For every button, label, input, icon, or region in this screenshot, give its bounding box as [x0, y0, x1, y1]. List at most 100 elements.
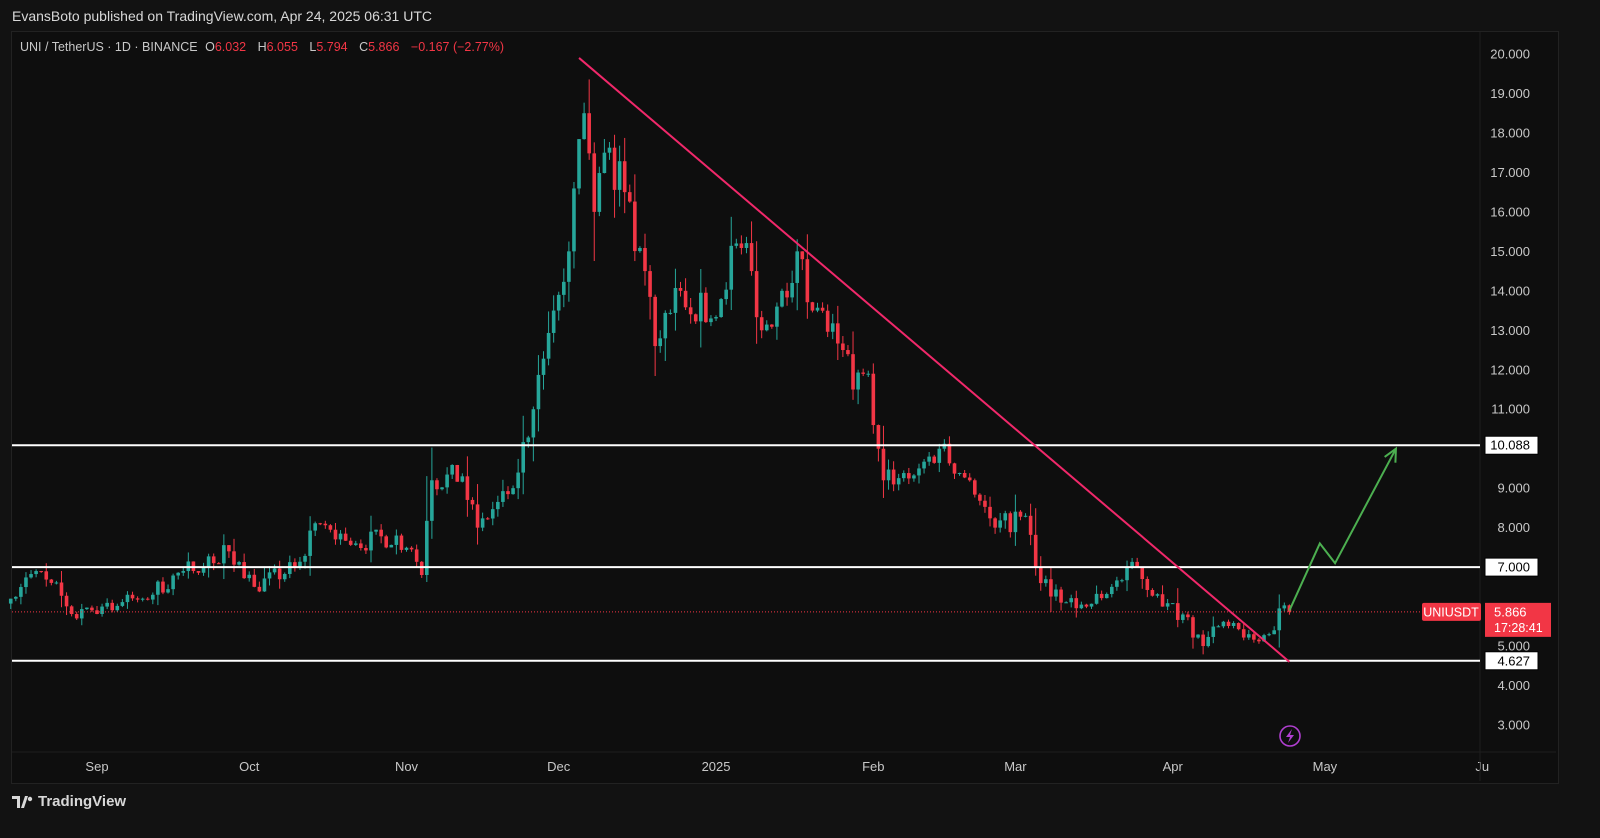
candle-body [105, 602, 109, 607]
candle-body [562, 281, 566, 295]
candle [313, 521, 317, 537]
candle [171, 573, 175, 596]
candle [1186, 611, 1190, 621]
candle [151, 592, 155, 605]
candle-body [216, 563, 221, 565]
brand-name: TradingView [38, 793, 127, 810]
candle [445, 467, 449, 494]
candle [627, 184, 632, 203]
candle [643, 233, 647, 286]
candle [465, 456, 470, 517]
projection-arrow[interactable] [1288, 448, 1397, 611]
x-tick-label: Ju [1475, 759, 1489, 774]
candle-body [866, 373, 871, 375]
candle-body [744, 243, 749, 248]
candle [14, 596, 18, 602]
candle-body [1241, 629, 1246, 638]
candle [440, 487, 444, 491]
candle [1170, 602, 1175, 605]
candle [130, 591, 135, 601]
candle [754, 241, 759, 344]
candle-body [597, 173, 602, 212]
candle-body [181, 571, 186, 573]
chart-panel[interactable] [11, 31, 1559, 784]
candle-body [978, 494, 982, 501]
candle-body [567, 251, 571, 282]
candle-body [1277, 608, 1282, 631]
candle-body [871, 373, 876, 426]
candle [34, 569, 38, 578]
candle-body [602, 152, 607, 174]
candle [622, 137, 627, 214]
candle [587, 79, 591, 160]
candle-body [90, 607, 94, 611]
candle-body [1018, 511, 1023, 517]
candle-body [1272, 630, 1276, 635]
candle-body [19, 587, 23, 597]
candle [140, 597, 145, 602]
candle-body [404, 547, 409, 550]
candle [846, 345, 850, 357]
candle [1079, 601, 1084, 610]
candle-body [683, 290, 688, 308]
candle-body [242, 562, 246, 579]
candle-body [1252, 634, 1256, 640]
candle [227, 544, 231, 558]
candle-body [967, 477, 972, 481]
candle-body [622, 161, 627, 193]
candle-body [912, 475, 916, 479]
downtrend-line[interactable] [578, 57, 1291, 663]
candle [348, 537, 353, 547]
candle-body [841, 343, 845, 351]
y-tick-label: 20.000 [1490, 47, 1530, 62]
candle-body [506, 491, 510, 495]
candle-body [896, 478, 901, 485]
candle-body [69, 606, 74, 615]
candle-body [739, 243, 744, 248]
candle [653, 294, 657, 377]
candle [1125, 560, 1129, 592]
candle [222, 534, 226, 580]
candle [699, 269, 703, 348]
lightning-icon[interactable] [1279, 725, 1301, 747]
candle [379, 524, 383, 544]
candle-body [1074, 598, 1079, 609]
candle [780, 288, 784, 308]
candle [947, 436, 952, 466]
candle-body [861, 372, 865, 374]
candle [932, 454, 937, 464]
candle [1216, 624, 1221, 628]
candle-body [993, 518, 997, 528]
tradingview-logo[interactable]: TradingView [12, 793, 126, 810]
symbol-info[interactable]: UNI / TetherUS · 1D · BINANCE [20, 40, 198, 54]
candle [785, 282, 789, 306]
candle [425, 476, 429, 583]
candle [983, 494, 987, 513]
candle-body [587, 113, 591, 154]
candle [851, 331, 855, 400]
candle [1049, 568, 1053, 613]
candle-body [79, 609, 84, 619]
candle [556, 291, 561, 321]
candle [1277, 594, 1282, 648]
candle-body [521, 442, 526, 473]
candle [74, 611, 79, 620]
candle [1044, 575, 1048, 587]
candle [1231, 621, 1236, 629]
candle [506, 486, 510, 500]
candle-body [460, 476, 465, 482]
candle [612, 134, 617, 218]
candle-body [947, 443, 952, 464]
candle [1165, 599, 1170, 611]
candle [719, 298, 723, 318]
candle [455, 464, 460, 482]
candle [404, 546, 409, 552]
candle [308, 516, 312, 576]
candle [64, 592, 69, 616]
candle [69, 605, 74, 617]
candle-body [313, 523, 317, 531]
candle [770, 324, 774, 329]
candle-body [455, 465, 460, 482]
candle [161, 577, 165, 595]
